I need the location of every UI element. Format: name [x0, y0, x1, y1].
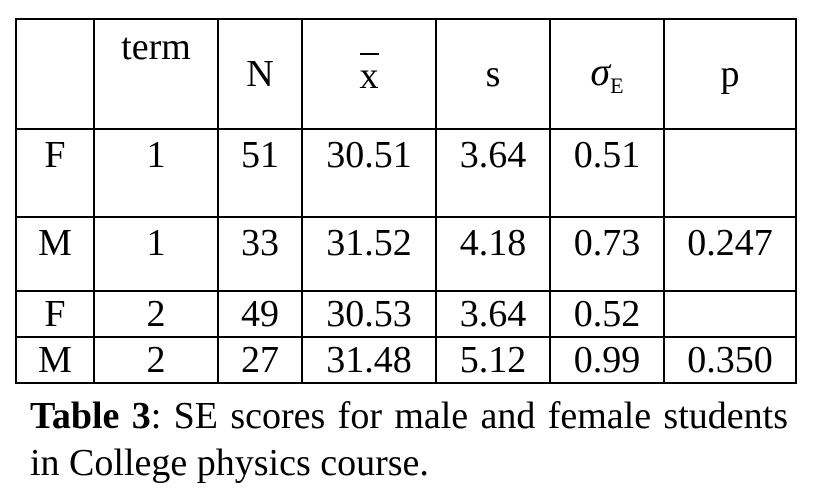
cell-sex: F: [15, 290, 95, 338]
header-p: p: [663, 18, 797, 130]
cell-n: 49: [217, 290, 303, 338]
caption-label: Table 3: [30, 395, 151, 437]
scores-table: term N x s σE p F 1 51 30.51 3.64 0.51 M…: [15, 18, 797, 384]
sigma-subscript: E: [610, 72, 624, 98]
cell-sigma-e: 0.51: [549, 128, 665, 218]
cell-mean: 30.53: [301, 290, 437, 338]
cell-mean: 31.52: [301, 216, 437, 292]
header-n: N: [217, 18, 303, 130]
cell-p: [663, 290, 797, 338]
cell-s: 5.12: [435, 336, 551, 384]
caption-text: : SE scores for male and female students…: [30, 395, 788, 484]
cell-n: 27: [217, 336, 303, 384]
cell-s: 4.18: [435, 216, 551, 292]
sigma-symbol: σ: [590, 48, 611, 94]
header-term: term: [93, 18, 219, 130]
table-row: M 1 33 31.52 4.18 0.73 0.247: [15, 216, 797, 292]
cell-p: 0.350: [663, 336, 797, 384]
cell-sex: F: [15, 128, 95, 218]
table-row: F 2 49 30.53 3.64 0.52: [15, 290, 797, 338]
cell-sex: M: [15, 216, 95, 292]
cell-p: [663, 128, 797, 218]
header-sigma-e: σE: [549, 18, 665, 130]
cell-term: 1: [93, 216, 219, 292]
header-s: s: [435, 18, 551, 130]
cell-term: 2: [93, 290, 219, 338]
cell-n: 51: [217, 128, 303, 218]
cell-n: 33: [217, 216, 303, 292]
cell-sex: M: [15, 336, 95, 384]
mean-symbol: x: [359, 53, 379, 97]
cell-s: 3.64: [435, 128, 551, 218]
table-row: F 1 51 30.51 3.64 0.51: [15, 128, 797, 218]
cell-mean: 30.51: [301, 128, 437, 218]
cell-mean: 31.48: [301, 336, 437, 384]
header-blank: [15, 18, 95, 130]
cell-sigma-e: 0.52: [549, 290, 665, 338]
cell-sigma-e: 0.73: [549, 216, 665, 292]
header-term-label: term: [121, 26, 191, 68]
header-row: term N x s σE p: [15, 18, 797, 130]
table-caption: Table 3: SE scores for male and female s…: [30, 393, 788, 487]
cell-s: 3.64: [435, 290, 551, 338]
table-row: M 2 27 31.48 5.12 0.99 0.350: [15, 336, 797, 384]
cell-p: 0.247: [663, 216, 797, 292]
cell-sigma-e: 0.99: [549, 336, 665, 384]
cell-term: 2: [93, 336, 219, 384]
header-mean: x: [301, 18, 437, 130]
cell-term: 1: [93, 128, 219, 218]
